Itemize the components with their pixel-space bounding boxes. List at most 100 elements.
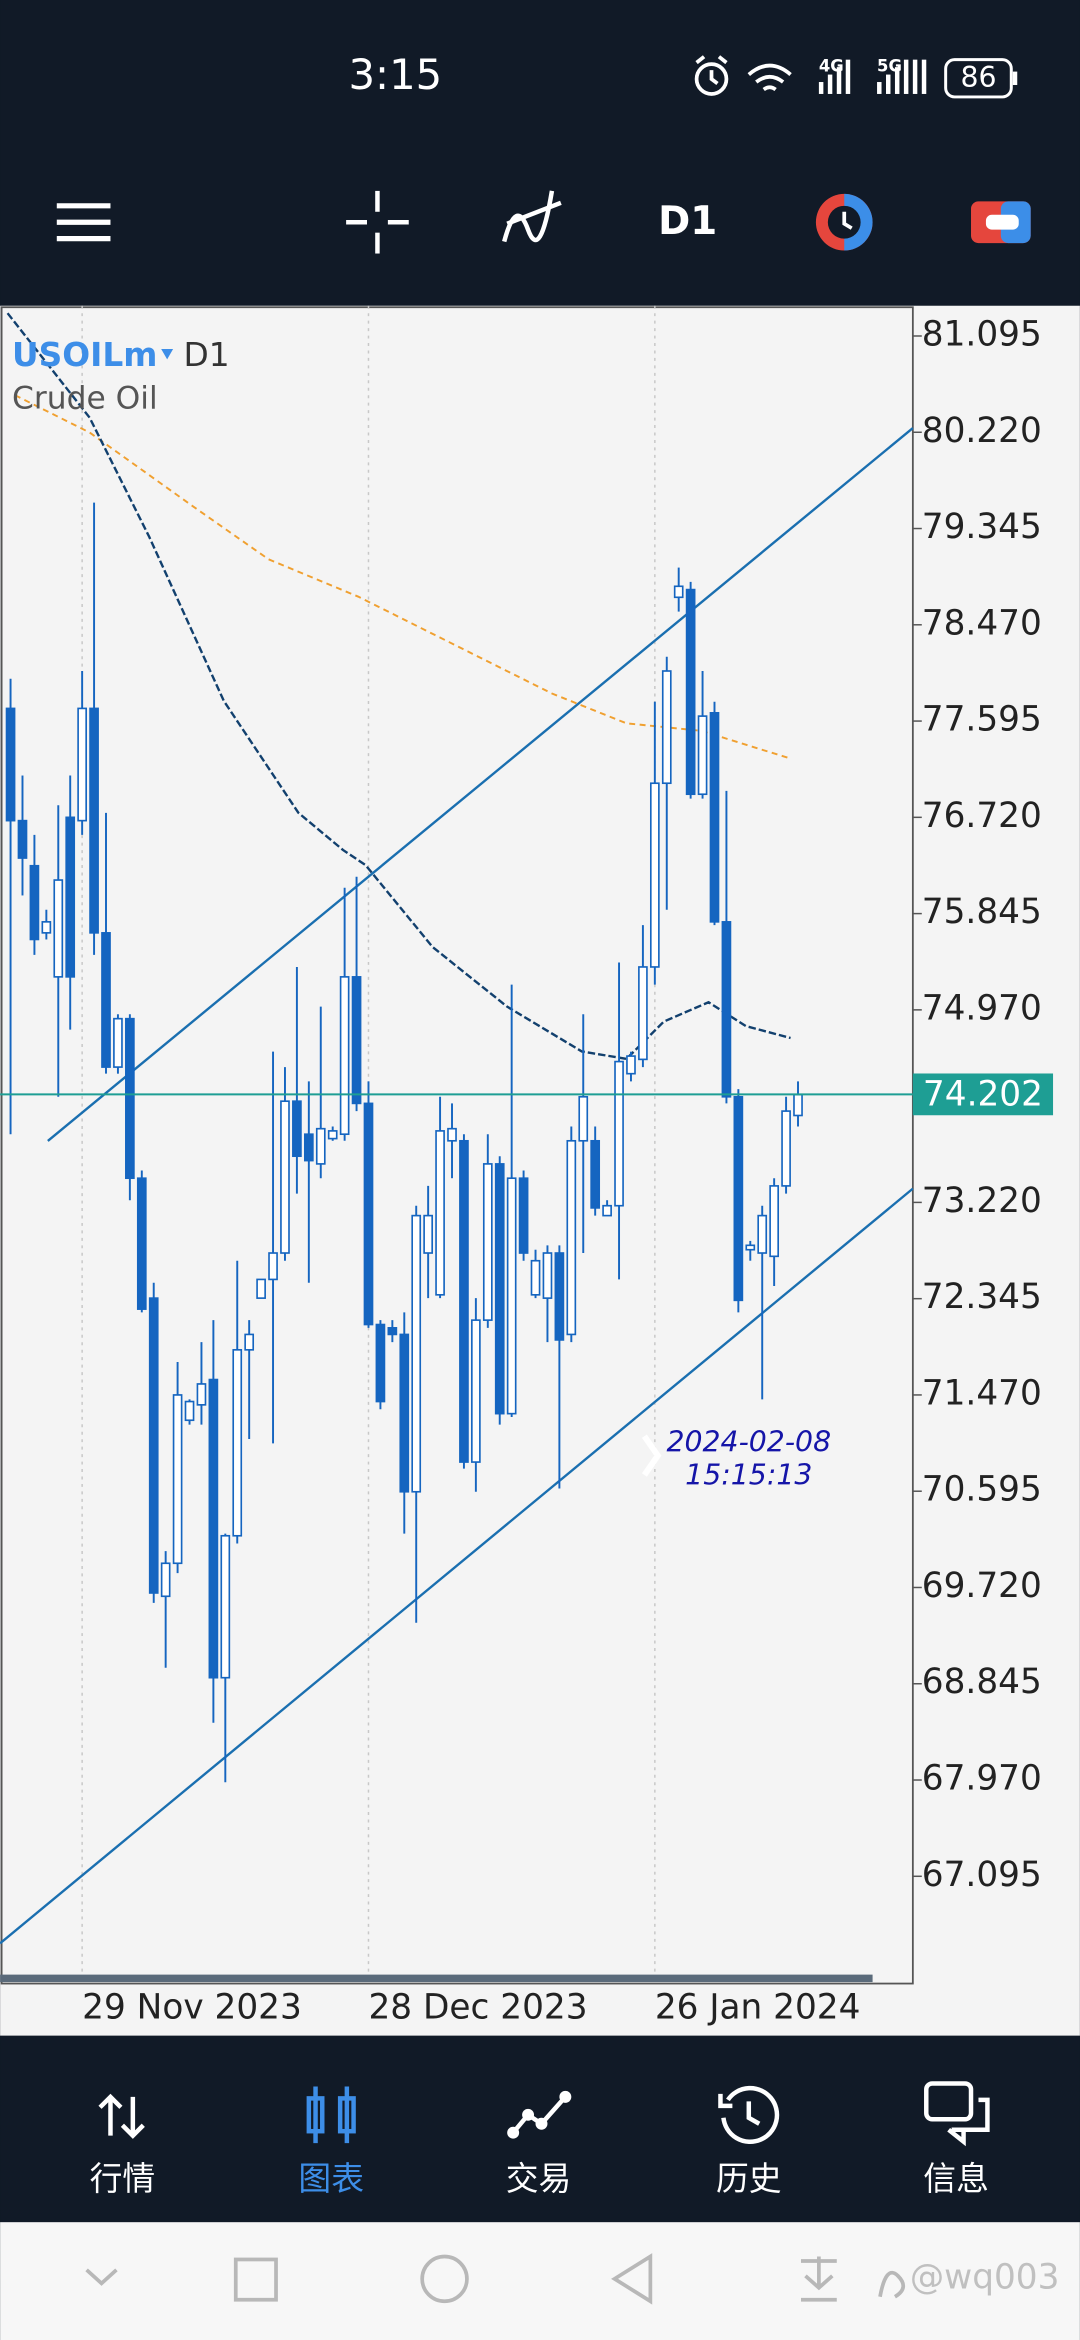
sys-home[interactable] — [420, 2254, 469, 2304]
candle-body — [793, 1093, 803, 1117]
watermark: @wq003 — [910, 2257, 1060, 2297]
top-bar — [0, 0, 1080, 306]
nav-quotes[interactable]: 行情 — [90, 2093, 156, 2198]
candle-body — [41, 921, 52, 934]
candle-body — [184, 1400, 195, 1422]
candle-body — [494, 1163, 505, 1415]
sys-hide[interactable] — [800, 2256, 837, 2302]
candle-body — [471, 1319, 481, 1463]
candle-body — [506, 1177, 517, 1415]
nav-history[interactable]: 历史 — [716, 2085, 782, 2198]
y-tick-label: 74.970 — [922, 988, 1042, 1028]
candle-body — [745, 1244, 756, 1251]
candle-body — [256, 1278, 266, 1299]
candle-body — [29, 864, 40, 941]
sys-back[interactable] — [611, 2253, 653, 2305]
candle-body — [530, 1259, 541, 1296]
candle-body — [733, 1095, 744, 1302]
candle-body — [435, 1130, 445, 1296]
candle-body — [375, 1323, 386, 1403]
symbol[interactable]: USOILm — [12, 336, 157, 374]
candle-body — [709, 711, 720, 923]
chart-timeframe: D1 — [184, 336, 230, 374]
candle-body — [387, 1327, 398, 1336]
candle-body — [303, 1133, 314, 1162]
chevron — [641, 1434, 662, 1477]
plot-frame — [0, 306, 914, 1985]
y-tick-label: 78.470 — [922, 603, 1042, 643]
nav-trade[interactable]: 交易 — [506, 2090, 572, 2198]
symbol-dropdown[interactable] — [161, 348, 174, 360]
moving-average-fast — [6, 312, 791, 1061]
y-tick-label: 73.220 — [922, 1181, 1042, 1221]
candle-body — [542, 1252, 553, 1299]
nav-label: 交易 — [506, 2160, 572, 2198]
x-tick-label: 28 Dec 2023 — [368, 1987, 587, 2027]
candle-body — [482, 1163, 493, 1321]
status-icons — [694, 55, 792, 96]
candle-body — [721, 921, 732, 1098]
candle-body — [208, 1378, 219, 1679]
objects-button[interactable] — [815, 193, 873, 251]
candle-body — [638, 966, 648, 1061]
candle-body — [649, 782, 660, 968]
candle-body — [339, 976, 350, 1136]
y-tick-label: 79.345 — [922, 507, 1042, 547]
server-date: 2024-02-08 — [666, 1426, 831, 1459]
nav-chart[interactable]: 图表 — [298, 2086, 364, 2198]
candle-body — [399, 1333, 410, 1493]
indicators-button[interactable] — [502, 190, 562, 243]
battery — [944, 58, 1013, 99]
candle-body — [280, 1100, 290, 1254]
candle-body — [602, 1204, 612, 1217]
symbol-description: Crude Oil — [12, 381, 158, 417]
candle-body — [363, 1102, 374, 1326]
nav-label: 行情 — [90, 2160, 156, 2198]
candle-body — [351, 976, 362, 1105]
candle-body — [17, 819, 28, 859]
nav-messages[interactable]: 信息 — [923, 2081, 990, 2198]
candle-body — [148, 1297, 159, 1594]
battery-level: 86 — [960, 61, 996, 94]
x-tick-label: 29 Nov 2023 — [82, 1987, 302, 2027]
candle-body — [781, 1110, 791, 1187]
candle-body — [315, 1127, 326, 1165]
sys-recents[interactable] — [233, 2257, 278, 2302]
trade-button[interactable] — [971, 201, 1031, 244]
candle-body — [554, 1252, 565, 1341]
watermark-logo — [878, 2270, 906, 2299]
candle-body — [232, 1349, 243, 1537]
grid: 29 Nov 2023 28 Dec 2023 26 Jan 2024 — [81, 305, 861, 2027]
candle-body — [578, 1095, 589, 1142]
x-tick-label: 26 Jan 2024 — [655, 1987, 861, 2027]
battery-tip — [1012, 71, 1018, 86]
candle-body — [196, 1383, 207, 1406]
candle-body — [292, 1100, 302, 1158]
candle-body — [518, 1177, 529, 1254]
sys-down[interactable] — [85, 2268, 118, 2286]
candle-body — [172, 1394, 183, 1565]
candle-body — [673, 585, 684, 599]
crosshair-button[interactable] — [346, 190, 409, 254]
candle-body — [268, 1252, 278, 1281]
clock: 3:15 — [348, 50, 442, 99]
price-axis: 81.095 80.220 79.345 78.470 77.595 76.720 75.8… — [912, 314, 1054, 1895]
trend-line-upper — [47, 427, 914, 1142]
y-tick-label: 67.095 — [922, 1855, 1042, 1895]
timeframe-button[interactable]: D1 — [658, 199, 717, 244]
menu-button[interactable] — [56, 203, 111, 242]
candle-body — [757, 1214, 768, 1254]
candle-body — [626, 1055, 636, 1075]
candle-body — [685, 588, 696, 796]
candle-body — [77, 707, 87, 822]
candle-body — [697, 715, 708, 796]
nav-label: 历史 — [716, 2160, 782, 2198]
y-tick-label: 70.595 — [922, 1470, 1042, 1510]
y-tick-label: 76.720 — [922, 796, 1042, 836]
nav-label: 信息 — [923, 2160, 989, 2198]
candle-body — [53, 879, 64, 978]
scroll-bar — [0, 1974, 873, 1983]
candle-body — [614, 1060, 624, 1207]
